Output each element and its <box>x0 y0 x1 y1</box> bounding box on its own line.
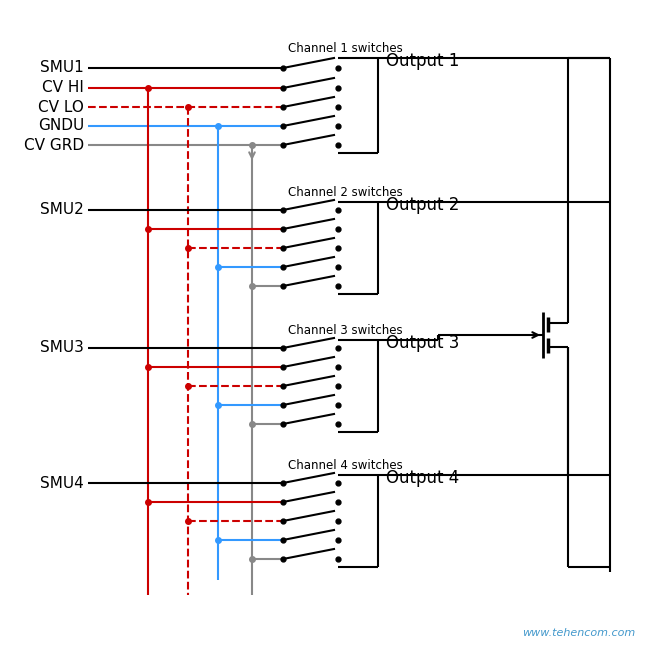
Text: Channel 2 switches: Channel 2 switches <box>288 186 403 199</box>
Text: Output 4: Output 4 <box>386 469 460 487</box>
Text: SMU1: SMU1 <box>40 60 84 75</box>
Text: SMU2: SMU2 <box>40 203 84 218</box>
Text: Output 3: Output 3 <box>386 334 460 352</box>
Text: CV HI: CV HI <box>42 81 84 96</box>
Text: CV GRD: CV GRD <box>24 138 84 153</box>
Text: Channel 4 switches: Channel 4 switches <box>288 459 403 472</box>
Text: SMU4: SMU4 <box>40 476 84 491</box>
Text: SMU3: SMU3 <box>40 341 84 356</box>
Text: Channel 1 switches: Channel 1 switches <box>288 42 403 55</box>
Text: CV LO: CV LO <box>38 99 84 114</box>
Text: GNDU: GNDU <box>38 118 84 133</box>
Text: Output 1: Output 1 <box>386 52 460 70</box>
Text: Output 2: Output 2 <box>386 196 460 214</box>
Text: www.tehencom.com: www.tehencom.com <box>522 628 635 638</box>
Text: Channel 3 switches: Channel 3 switches <box>288 324 402 337</box>
